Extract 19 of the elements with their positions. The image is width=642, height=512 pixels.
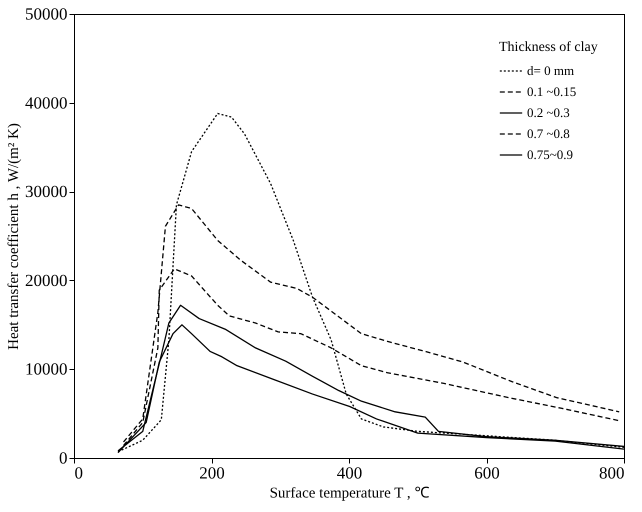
x-tick-label: 600 [474,464,500,482]
y-tick-label: 0 [59,448,68,468]
x-tick-label: 400 [336,464,362,482]
legend-label: 0.7 ~0.8 [527,126,570,141]
x-axis-title: Surface temperature T , ℃ [270,486,430,502]
y-axis-title: Heat transfer coefficient h , W/(m² K) [6,123,22,350]
y-tick-label: 50000 [25,4,68,24]
y-tick-label: 10000 [25,360,68,379]
legend-title: Thickness of clay [499,40,598,55]
y-tick-label: 20000 [25,270,68,290]
y-tick-label: 40000 [25,93,68,112]
legend-label: d= 0 mm [527,63,574,78]
legend-label: 0.1 ~0.15 [527,84,576,99]
y-tick-label: 30000 [25,182,68,202]
x-tick-label: 800 [599,464,624,482]
legend-label: 0.2 ~0.3 [527,105,570,120]
legend-label: 0.75~0.9 [527,147,574,162]
x-tick-label: 200 [199,464,225,482]
x-tick-label: 0 [74,464,83,482]
